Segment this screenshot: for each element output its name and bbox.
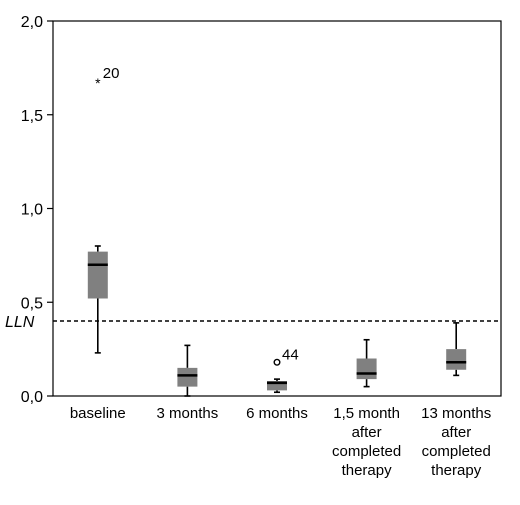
x-category-label-line: 13 months (421, 405, 491, 422)
box-body (446, 349, 467, 370)
y-tick-label: 0,0 (21, 389, 43, 406)
x-category-label-line: after (352, 424, 382, 441)
outliers: *20 44 (95, 65, 299, 366)
x-category-label-line: therapy (431, 462, 482, 479)
outlier-label: 20 (103, 65, 120, 82)
y-tick-label: 0,5 (21, 295, 43, 312)
box-4 (446, 322, 467, 377)
x-category-label: 1,5 month after completed therapy (332, 405, 401, 479)
box-body (267, 381, 287, 391)
box-2 (267, 378, 287, 394)
reference-line: LLN (5, 314, 501, 331)
outlier-marker (273, 358, 281, 366)
x-category-label-line: completed (422, 443, 491, 460)
box-3 (356, 338, 377, 388)
x-category-label-line: completed (332, 443, 401, 460)
x-category-label: 3 months (157, 405, 219, 422)
x-category-label: 6 months (246, 405, 308, 422)
y-tick-label: 1,0 (21, 202, 43, 219)
lln-label: LLN (5, 314, 35, 331)
x-category-label: 13 months after completed therapy (421, 405, 491, 479)
x-category-label-line: after (441, 424, 471, 441)
x-axis-labels: baseline 3 months 6 months 1,5 month after co… (70, 405, 491, 479)
y-axis: 0,0 0,5 1,0 1,5 2,0 (21, 14, 53, 406)
x-category-label-line: 1,5 month (333, 405, 400, 422)
box-body (356, 358, 377, 380)
outlier-marker: * (95, 75, 101, 91)
y-tick-label: 2,0 (21, 14, 43, 31)
boxes (87, 245, 467, 397)
x-category-label: baseline (70, 405, 126, 422)
x-category-label-line: baseline (70, 405, 126, 422)
x-category-label-line: 3 months (157, 405, 219, 422)
box-body (177, 367, 198, 387)
plot-frame (52, 20, 502, 397)
outlier-label: 44 (282, 346, 299, 363)
box-body (87, 251, 108, 299)
x-category-label-line: 6 months (246, 405, 308, 422)
box-1 (177, 344, 198, 397)
box-0 (87, 245, 108, 354)
x-category-label-line: therapy (342, 462, 393, 479)
y-tick-label: 1,5 (21, 108, 43, 125)
